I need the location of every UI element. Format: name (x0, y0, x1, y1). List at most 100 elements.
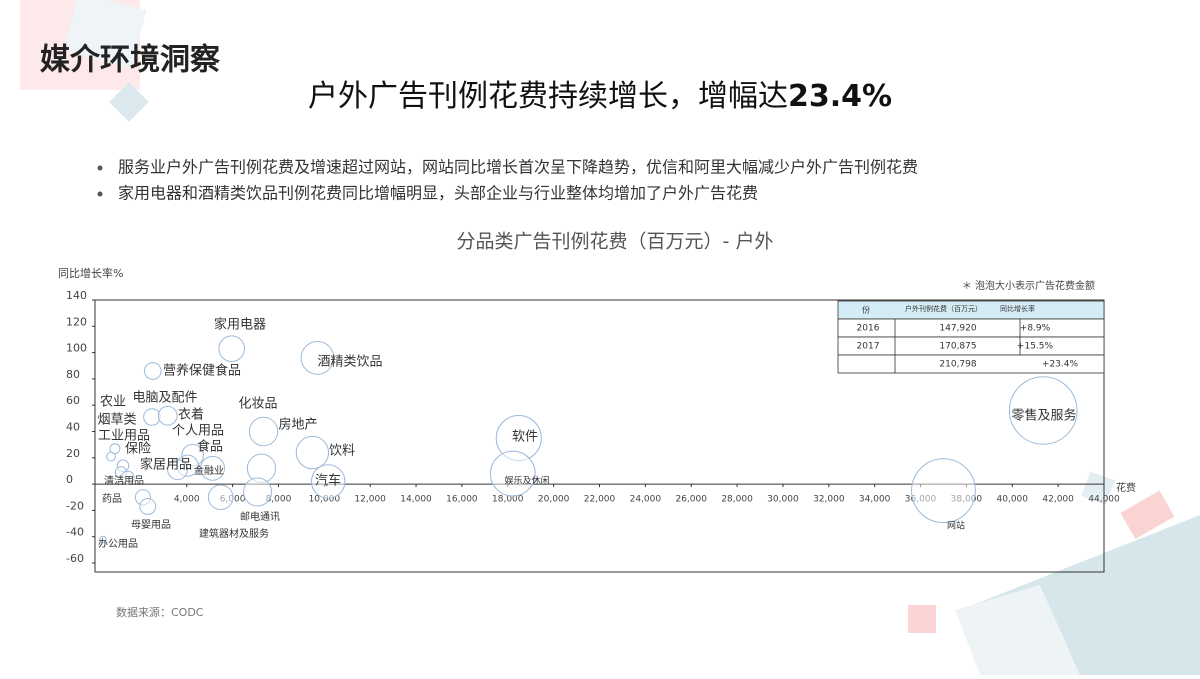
x-tick-label: 4,000 (174, 495, 200, 505)
y-tick-label: 80 (66, 368, 80, 381)
bubble-label: 农业 (100, 395, 126, 410)
bubble-label: 建筑器材及服务 (199, 527, 269, 540)
note: ＊ 泡泡大小表示广告花费金额 (962, 279, 1095, 292)
plot-frame (94, 299, 1105, 573)
bubble-label: 房地产 (278, 417, 317, 433)
bubble (200, 455, 226, 481)
bullet-dot (97, 165, 103, 171)
bullet: 家用电器和酒精类饮品刊例花费同比增幅明显，头部企业与行业整体均增加了户外广告花费 (118, 184, 758, 203)
x-tick-label: 28,000 (721, 495, 753, 505)
y-axis-label: 同比增长率% (58, 266, 123, 280)
y-tick-label: -40 (66, 526, 84, 539)
bubble (310, 464, 346, 499)
x-tick-label: 34,000 (859, 495, 891, 505)
bubble (248, 416, 279, 447)
bubble (1008, 376, 1078, 445)
x-tick-label: 16,000 (446, 495, 478, 505)
headline-highlight: 23.4% (788, 79, 892, 114)
bubble-label: 衣着 (178, 407, 204, 423)
bubble-label: 酒精类饮品 (317, 355, 382, 370)
x-tick-label: 18,000 (492, 495, 524, 505)
bullet-dot (97, 191, 103, 197)
y-tick-label: 0 (66, 473, 73, 486)
bubble-label: 工业用品 (98, 429, 150, 444)
x-tick-label: 8,000 (266, 495, 292, 505)
bubble-label: 软件 (512, 430, 538, 445)
chart-title: 分品类广告刊例花费（百万元）- 户外 (457, 231, 774, 253)
bubble (109, 443, 121, 454)
table-header: 同比增长率 (1000, 304, 1035, 313)
bubble (99, 535, 107, 543)
x-tick-label: 24,000 (630, 495, 662, 505)
y-tick-label: 120 (66, 315, 87, 328)
bubble (911, 458, 976, 524)
table-header: 份 (862, 305, 870, 315)
bubble (243, 477, 273, 507)
headline: 户外广告刊例花费持续增长，增幅达23.4% (308, 79, 892, 114)
bubble (143, 362, 162, 380)
bubble (157, 405, 178, 426)
bubble-label: 化妆品 (238, 397, 277, 412)
deco (63, 0, 147, 69)
bubble-label: 食品 (197, 439, 223, 455)
bubble-label: 零售及服务 (1011, 408, 1076, 424)
x-tick-label: 40,000 (997, 495, 1029, 505)
bubble-label: 营养保健食品 (163, 363, 241, 379)
bubble-label: 汽车 (315, 473, 341, 489)
bullet: 服务业户外广告刊例花费及增速超过网站，网站同比增长首次呈下降趋势，优信和阿里大幅… (118, 158, 918, 177)
table-cell: 2016 (857, 324, 880, 334)
bubble-label: 办公用品 (98, 537, 138, 550)
bubble-label: 母婴用品 (131, 519, 171, 531)
deco (908, 605, 936, 633)
table-cell: 210,798 (939, 360, 976, 370)
bubble (121, 470, 135, 485)
bubble-label: 药品 (102, 493, 122, 505)
y-tick-label: -20 (66, 499, 84, 512)
x-tick-label: 10,000 (309, 495, 341, 505)
bubble (167, 459, 189, 481)
bubble (218, 335, 245, 362)
y-tick-label: 40 (66, 421, 80, 434)
x-tick-label: 32,000 (813, 495, 845, 505)
y-tick-label: 140 (66, 289, 87, 302)
table-cell: 147,920 (939, 324, 976, 334)
bubble-label: 家居用品 (140, 457, 192, 473)
deco (955, 585, 1080, 675)
x-tick-label: 22,000 (584, 495, 616, 505)
bubble-label: 清洁用品 (104, 474, 144, 487)
bubble-label: 个人用品 (172, 424, 224, 439)
bubble-label: 邮电通讯 (240, 510, 280, 523)
deco (1120, 490, 1175, 539)
bubble-label: 保险 (125, 442, 151, 457)
table-cell: 170,875 (939, 342, 976, 352)
y-tick-label: 60 (66, 394, 80, 407)
x-tick-label: 26,000 (675, 495, 707, 505)
table-header: 户外刊例花费（百万元） (905, 304, 982, 313)
bubble-label: 饮料 (329, 444, 355, 459)
source: 数据来源：CODC (116, 605, 204, 619)
header: 媒介环境洞察 (40, 43, 221, 78)
x-tick-label: 12,000 (354, 495, 386, 505)
table-cell: 2017 (857, 342, 880, 352)
headline-text: 户外广告刊例花费持续增长，增幅达 (308, 79, 788, 114)
bubble (489, 450, 536, 497)
x-tick-label: 44,000 (1088, 495, 1120, 505)
bubble-label: 电脑及配件 (132, 391, 197, 406)
bubble (295, 435, 330, 470)
x-tick-label: 42,000 (1042, 495, 1074, 505)
y-tick-label: -60 (66, 552, 84, 565)
table-cell: +23.4% (1042, 360, 1079, 370)
bubble (143, 408, 161, 426)
y-tick-label: 100 (66, 342, 87, 355)
x-tick-label: 14,000 (400, 495, 432, 505)
bubble-label: 网站 (947, 520, 965, 532)
bubble-label: 金融业 (194, 464, 224, 477)
x-tick-label: 30,000 (767, 495, 799, 505)
bubble (207, 484, 234, 511)
table-cell: +15.5% (1017, 342, 1054, 352)
table-row (837, 354, 1105, 374)
deco (1081, 471, 1115, 505)
bubble-label: 家用电器 (214, 317, 266, 333)
bubble (300, 341, 335, 375)
